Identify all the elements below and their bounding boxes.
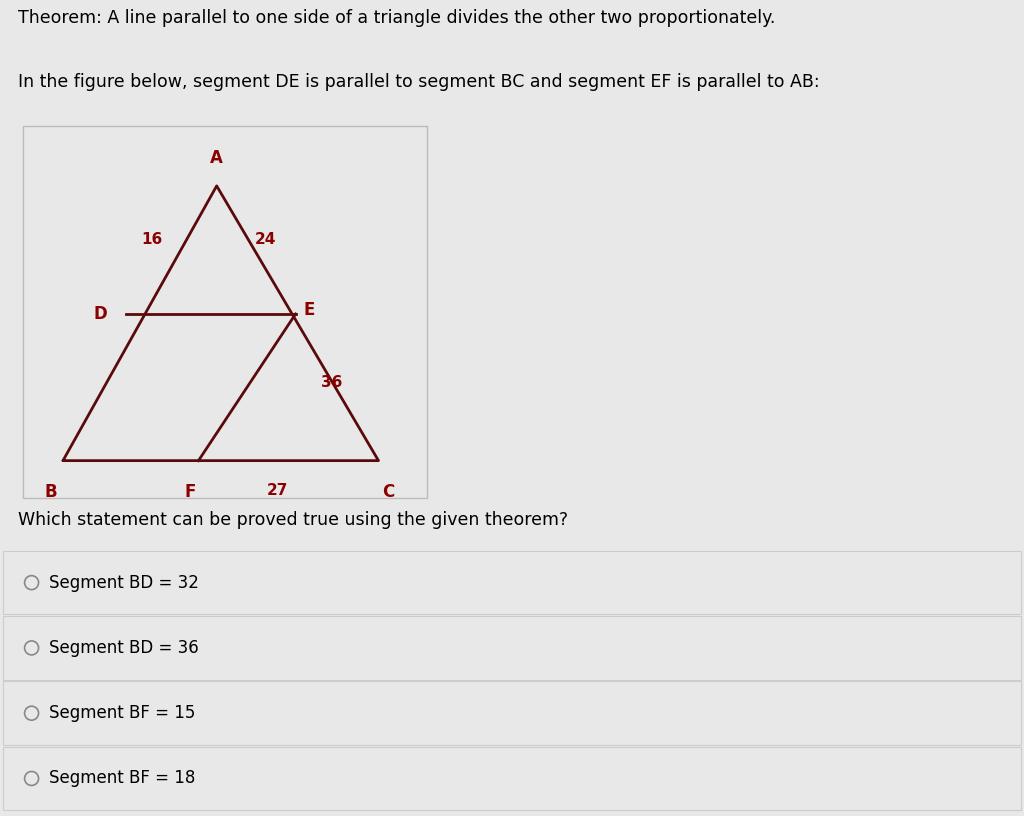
- Text: Segment BF = 18: Segment BF = 18: [49, 769, 196, 787]
- Text: Segment BF = 15: Segment BF = 15: [49, 704, 196, 722]
- Text: E: E: [304, 301, 315, 319]
- Text: Theorem: A line parallel to one side of a triangle divides the other two proport: Theorem: A line parallel to one side of …: [18, 10, 776, 28]
- Text: B: B: [44, 483, 57, 501]
- Text: 24: 24: [255, 233, 275, 247]
- Text: A: A: [210, 149, 223, 167]
- Text: D: D: [94, 305, 108, 323]
- Text: Segment BD = 36: Segment BD = 36: [49, 639, 199, 657]
- Text: 16: 16: [141, 233, 163, 247]
- Text: F: F: [184, 483, 196, 501]
- Text: 36: 36: [322, 375, 343, 390]
- Text: Segment BD = 32: Segment BD = 32: [49, 574, 199, 592]
- Text: 27: 27: [266, 483, 288, 498]
- Text: In the figure below, segment DE is parallel to segment BC and segment EF is para: In the figure below, segment DE is paral…: [18, 73, 820, 91]
- Text: Which statement can be proved true using the given theorem?: Which statement can be proved true using…: [18, 511, 568, 529]
- Text: C: C: [382, 483, 394, 501]
